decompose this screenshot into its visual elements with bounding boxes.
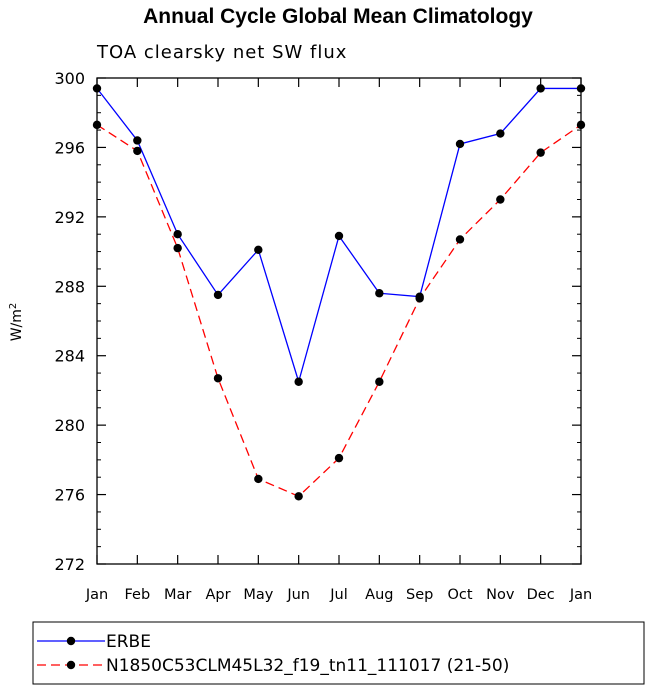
y-tick-label: 280 (54, 416, 85, 435)
data-point-s0-2 (173, 230, 182, 239)
data-point-s0-1 (133, 136, 142, 145)
data-point-s1-5 (294, 492, 303, 501)
y-tick-label: 276 (54, 486, 85, 505)
data-point-s0-7 (375, 289, 384, 298)
x-tick-label: Oct (447, 587, 472, 603)
y-axis-label: W/m2 (8, 303, 25, 342)
legend-label-1: N1850C53CLM45L32_f19_tn11_111017 (21-50) (106, 656, 509, 676)
data-point-s0-12 (576, 84, 586, 93)
x-tick-label: Dec (527, 587, 555, 603)
legend-marker-1 (66, 660, 76, 670)
data-point-s1-10 (496, 195, 505, 204)
legend-marker-0 (66, 636, 76, 646)
y-tick-label: 300 (54, 69, 85, 88)
data-point-s0-9 (455, 139, 465, 149)
data-point-s1-12 (576, 120, 586, 130)
x-tick-label: Jun (286, 587, 310, 603)
series-line-1 (96, 124, 582, 498)
data-point-s1-8 (415, 294, 424, 303)
x-tick-label: Jan (569, 587, 592, 603)
chart-subtitle: TOA clearsky net SW flux (96, 42, 347, 63)
data-point-s0-10 (496, 129, 505, 138)
y-tick-label: 292 (54, 208, 85, 227)
data-point-s0-6 (334, 231, 344, 241)
data-point-s1-1 (133, 146, 142, 156)
x-tick-label: Feb (124, 587, 150, 603)
x-tick-label: Jan (85, 587, 108, 603)
data-point-s1-3 (213, 374, 223, 383)
y-tick-label: 284 (54, 347, 85, 366)
data-point-s0-4 (254, 245, 263, 255)
data-point-s1-2 (173, 243, 182, 253)
x-tick-label: Nov (486, 587, 515, 603)
data-point-s1-6 (334, 453, 344, 463)
plot-frame (96, 77, 582, 565)
data-point-s1-0 (92, 120, 102, 130)
x-tick-label: Jul (329, 587, 348, 603)
legend-label-0: ERBE (106, 632, 151, 652)
x-tick-label: May (243, 587, 273, 603)
y-tick-label: 288 (54, 277, 85, 296)
x-tick-label: Sep (406, 587, 433, 603)
data-point-s1-4 (254, 474, 263, 484)
data-point-s0-11 (536, 84, 545, 93)
x-tick-label: Aug (365, 587, 393, 603)
x-tick-label: Mar (164, 587, 191, 603)
data-point-s1-9 (455, 235, 465, 244)
x-tick-label: Apr (205, 587, 230, 603)
y-tick-label: 296 (54, 138, 85, 157)
data-point-s0-0 (92, 84, 102, 93)
y-tick-label: 272 (54, 555, 85, 574)
data-point-s0-5 (294, 377, 303, 386)
data-point-s1-7 (375, 377, 384, 386)
data-point-s1-11 (536, 148, 545, 157)
legend-box (32, 621, 645, 685)
data-point-s0-3 (213, 290, 223, 300)
chart-title: Annual Cycle Global Mean Climatology (143, 5, 533, 28)
